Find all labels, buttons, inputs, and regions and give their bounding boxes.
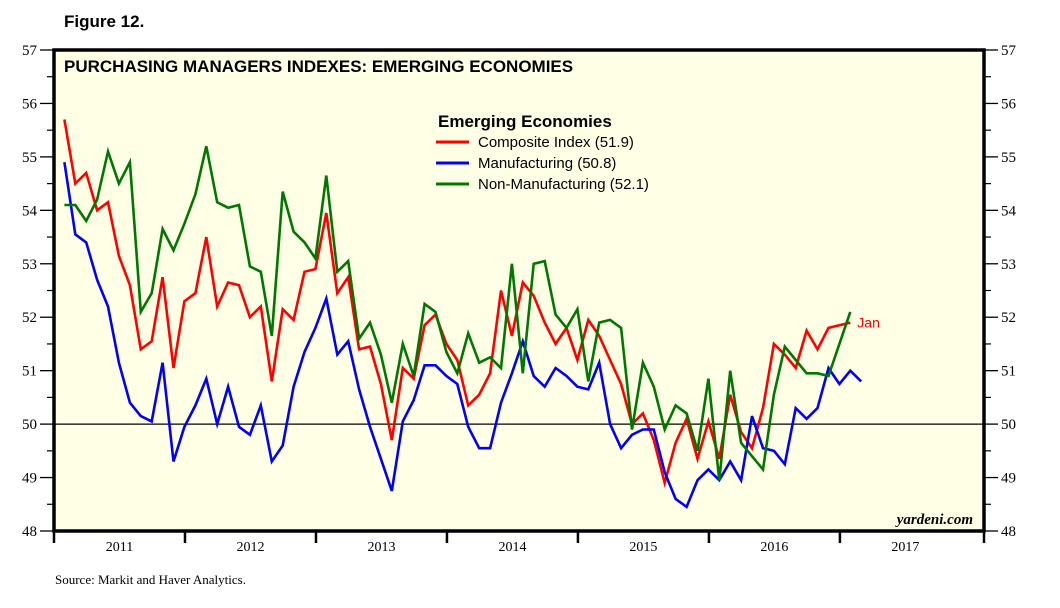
series-line-composite: [63, 119, 851, 489]
y-tick-label-left: 53: [22, 257, 37, 273]
y-tick-label-left: 48: [22, 524, 37, 540]
legend-label-1: Manufacturing (50.8): [478, 155, 616, 172]
legend-label-0: Composite Index (51.9): [478, 134, 634, 151]
y-tick-label-left: 51: [22, 364, 37, 380]
y-tick-label-left: 57: [22, 43, 38, 59]
series-line-non-manufacturing: [64, 145, 852, 481]
y-tick-label-right: 50: [1001, 417, 1016, 433]
y-tick-label-left: 49: [22, 471, 37, 487]
plot-area: [54, 50, 984, 531]
end-annotation: Jan: [857, 315, 880, 331]
y-tick-label-left: 50: [22, 417, 37, 433]
plot-frame: [52, 48, 986, 533]
x-tick-label-2017: 2017: [891, 540, 919, 555]
y-tick-label-left: 52: [22, 310, 37, 326]
watermark: yardeni.com: [895, 512, 973, 528]
x-tick-label-2012: 2012: [236, 540, 264, 555]
y-tick-label-right: 48: [1001, 524, 1016, 540]
y-tick-label-right: 49: [1001, 471, 1016, 487]
y-tick-label-right: 54: [1001, 203, 1017, 219]
y-tick-label-right: 56: [1001, 96, 1017, 112]
y-tick-label-left: 54: [22, 203, 38, 219]
y-tick-label-left: 56: [22, 96, 38, 112]
x-tick-label-2014: 2014: [498, 540, 526, 555]
x-tick-label-2011: 2011: [106, 540, 133, 555]
y-tick-label-right: 55: [1001, 150, 1016, 166]
legend-title: Emerging Economies: [438, 112, 612, 131]
y-tick-label-right: 53: [1001, 257, 1016, 273]
x-tick-label-2015: 2015: [629, 540, 657, 555]
legend-label-2: Non-Manufacturing (52.1): [478, 176, 649, 193]
source-note: Source: Markit and Haver Analytics.: [55, 572, 246, 587]
y-tick-label-left: 55: [22, 150, 37, 166]
x-tick-label-2016: 2016: [760, 540, 788, 555]
y-tick-label-right: 52: [1001, 310, 1016, 326]
y-tick-label-right: 57: [1001, 43, 1017, 59]
x-tick-label-2013: 2013: [367, 540, 395, 555]
chart-title: PURCHASING MANAGERS INDEXES: EMERGING EC…: [64, 57, 573, 76]
figure-label: Figure 12.: [64, 12, 145, 31]
y-tick-label-right: 51: [1001, 364, 1016, 380]
series-line-manufacturing: [63, 162, 863, 509]
